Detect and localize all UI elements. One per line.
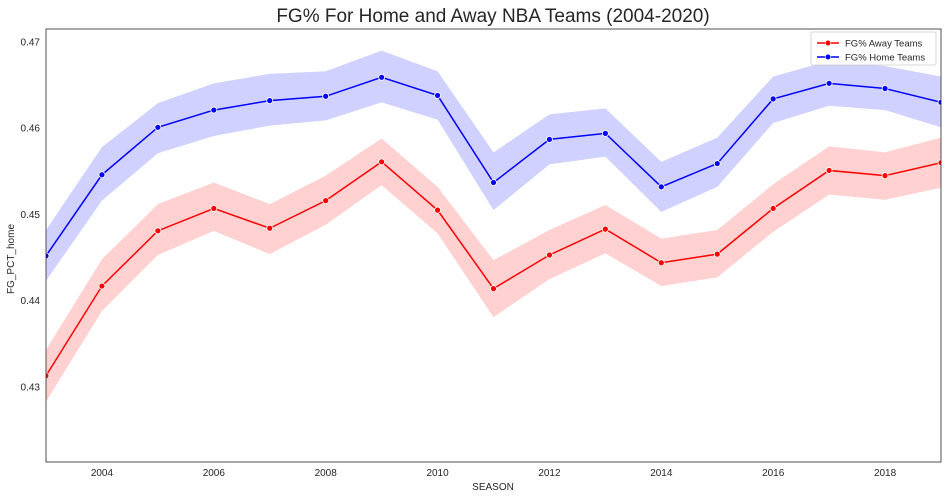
data-point-away (46, 372, 50, 380)
data-point-home (546, 136, 553, 143)
x-tick-label: 2008 (315, 468, 338, 479)
data-point-home (937, 98, 941, 106)
x-tick-label: 2016 (762, 468, 785, 479)
data-point-away (490, 285, 497, 293)
y-tick-label: 0.46 (21, 124, 41, 135)
data-point-away (769, 205, 777, 212)
x-tick-label: 2014 (650, 468, 673, 479)
x-tick-label: 2004 (91, 468, 114, 479)
legend: FG% Away Teams FG% Home Teams (810, 31, 937, 66)
data-point-home (46, 252, 50, 260)
data-point-home (713, 160, 721, 167)
data-point-away (713, 250, 721, 258)
data-point-home (210, 106, 218, 114)
data-point-home (434, 92, 441, 99)
data-point-away (601, 225, 609, 233)
chart-title: FG% For Home and Away NBA Teams (2004-20… (276, 6, 709, 27)
series-layer (46, 50, 941, 402)
legend-box (810, 31, 937, 66)
data-point-away (546, 251, 553, 259)
plot-frame (45, 28, 942, 463)
plot-area: 2004 2006 2008 2010 2012 2014 2016 2018 0.43 0.44… (21, 28, 942, 479)
data-point-away (378, 158, 386, 166)
y-tick-label: 0.44 (21, 296, 41, 307)
data-point-away (98, 282, 106, 290)
data-point-away (154, 227, 162, 235)
data-point-home (601, 129, 609, 137)
y-tick-label: 0.47 (21, 37, 41, 48)
y-tick-label: 0.43 (21, 382, 41, 393)
data-point-home (881, 85, 889, 92)
y-tick-label: 0.45 (21, 210, 41, 221)
data-point-home (490, 179, 497, 186)
data-point-home (378, 73, 386, 81)
confidence-band-away (46, 137, 941, 402)
data-point-away (434, 206, 441, 214)
data-point-home (266, 97, 274, 104)
x-tick-label: 2012 (538, 468, 561, 479)
data-point-home (154, 123, 162, 131)
data-point-away (881, 172, 889, 180)
x-axis-label: SEASON (472, 482, 514, 493)
data-point-home (657, 183, 665, 191)
legend-marker-away (824, 39, 832, 47)
legend-marker-home (824, 53, 832, 61)
data-point-home (825, 79, 833, 87)
data-point-away (210, 205, 218, 212)
confidence-band-home (46, 50, 941, 281)
x-tick-label: 2006 (203, 468, 226, 479)
x-tick-label: 2010 (426, 468, 449, 479)
data-point-away (657, 259, 665, 267)
data-point-home (98, 171, 106, 179)
y-axis-label: FG_PCT_home (6, 224, 17, 294)
data-point-away (937, 159, 941, 167)
data-point-away (825, 167, 833, 174)
data-point-away (266, 224, 274, 232)
data-point-away (322, 197, 330, 205)
data-point-home (769, 95, 777, 103)
data-point-home (322, 92, 330, 100)
x-tick-label: 2018 (874, 468, 897, 479)
legend-label-home: FG% Home Teams (845, 53, 925, 64)
legend-label-away: FG% Away Teams (845, 39, 923, 50)
